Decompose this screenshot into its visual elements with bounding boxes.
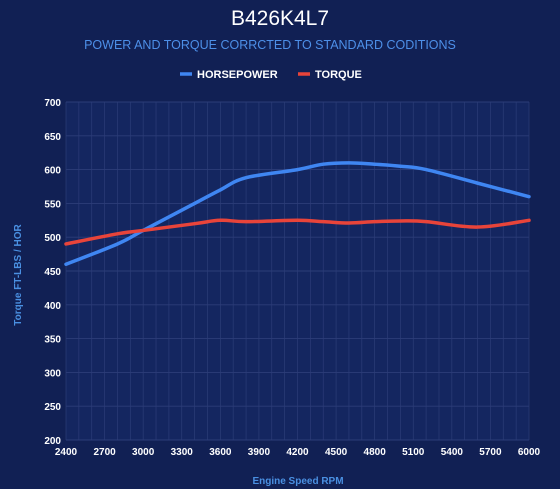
chart-subtitle: POWER AND TORQUE CORRCTED TO STANDARD CO… xyxy=(84,38,456,52)
y-tick-label: 550 xyxy=(44,199,61,210)
grid xyxy=(65,101,530,441)
torque-legend-label: TORQUE xyxy=(315,69,362,81)
legend: HORSEPOWER TORQUE xyxy=(180,69,362,81)
x-tick-label: 3900 xyxy=(248,447,271,458)
y-tick-label: 600 xyxy=(44,166,61,177)
y-tick-label: 700 xyxy=(44,98,61,109)
y-tick-label: 450 xyxy=(44,267,61,278)
x-axis-title: Engine Speed RPM xyxy=(252,476,343,487)
x-tick-label: 3600 xyxy=(209,447,232,458)
x-tick-label: 4800 xyxy=(364,447,387,458)
tick-labels: 200 250 300 350 400 450 500 550 600 650 700 2400 270… xyxy=(44,98,540,458)
y-tick-label: 350 xyxy=(44,335,61,346)
x-tick-label: 6000 xyxy=(518,447,541,458)
y-tick-label: 250 xyxy=(44,402,61,413)
x-tick-label: 2400 xyxy=(55,447,78,458)
y-tick-label: 400 xyxy=(44,301,61,312)
x-tick-label: 3000 xyxy=(132,447,155,458)
x-tick-label: 2700 xyxy=(93,447,116,458)
x-tick-label: 3300 xyxy=(171,447,194,458)
x-tick-label: 4500 xyxy=(325,447,348,458)
horsepower-legend-label: HORSEPOWER xyxy=(197,69,278,81)
x-tick-label: 5100 xyxy=(402,447,425,458)
y-tick-label: 500 xyxy=(44,233,61,244)
series xyxy=(64,161,531,266)
y-tick-label: 300 xyxy=(44,368,61,379)
y-axis-title: Torque FT-LBS / HOR xyxy=(13,223,24,325)
chart-title: B426K4L7 xyxy=(231,7,329,30)
x-tick-label: 5400 xyxy=(441,447,464,458)
x-tick-label: 4200 xyxy=(286,447,309,458)
x-tick-label: 5700 xyxy=(479,447,502,458)
y-tick-label: 650 xyxy=(44,132,61,143)
y-tick-label: 200 xyxy=(44,436,61,447)
torque-line xyxy=(64,218,531,246)
